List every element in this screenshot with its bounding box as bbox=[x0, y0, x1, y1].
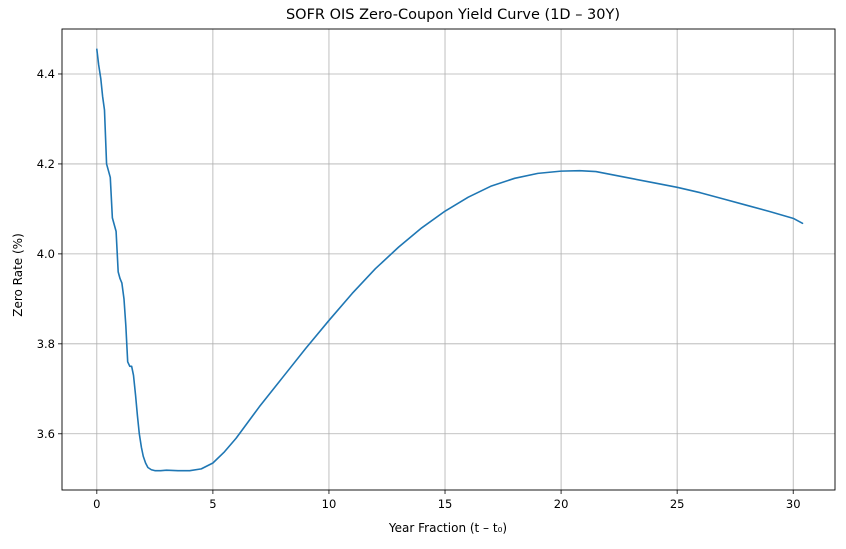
x-axis-label: Year Fraction (t – t₀) bbox=[388, 521, 507, 535]
x-tick-label: 10 bbox=[322, 497, 337, 511]
grid-lines bbox=[62, 29, 835, 490]
series-layer bbox=[96, 48, 804, 472]
y-tick-label: 3.6 bbox=[37, 427, 55, 441]
y-tick-label: 4.0 bbox=[37, 247, 55, 261]
y-axis-label: Zero Rate (%) bbox=[11, 233, 25, 317]
x-tick-label: 0 bbox=[93, 497, 100, 511]
x-tick-label: 15 bbox=[438, 497, 453, 511]
x-tick-label: 5 bbox=[209, 497, 216, 511]
y-tick-label: 3.8 bbox=[37, 337, 55, 351]
y-tick-label: 4.4 bbox=[37, 67, 55, 81]
x-tick-label: 20 bbox=[554, 497, 569, 511]
series-line bbox=[96, 48, 804, 472]
y-axis-ticks: 3.6 3.8 4.0 4.2 4.4 bbox=[37, 67, 62, 441]
y-tick-label: 4.2 bbox=[37, 157, 55, 171]
x-axis-ticks: 0 5 10 15 20 25 30 bbox=[93, 490, 801, 511]
x-tick-label: 25 bbox=[670, 497, 685, 511]
x-tick-label: 30 bbox=[786, 497, 801, 511]
chart-title: SOFR OIS Zero-Coupon Yield Curve (1D – 3… bbox=[286, 7, 620, 23]
plot-frame bbox=[61, 28, 836, 491]
